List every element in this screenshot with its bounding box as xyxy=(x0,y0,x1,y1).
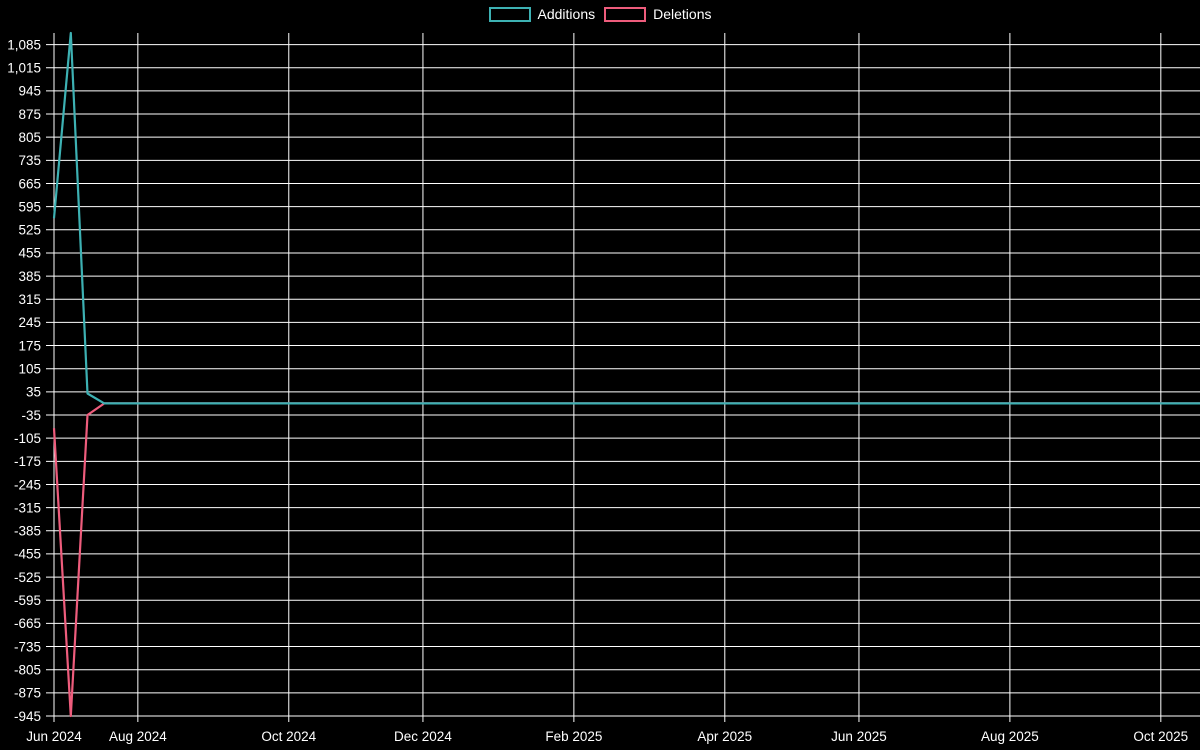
y-tick-label: 175 xyxy=(18,338,41,353)
y-tick-label: 665 xyxy=(18,176,41,191)
x-tick-label: Aug 2024 xyxy=(109,729,167,744)
deletions-legend-swatch-icon xyxy=(604,7,647,22)
chart-legend: Additions Deletions xyxy=(0,6,1200,23)
y-tick-label: 315 xyxy=(18,292,41,307)
y-tick-label: -245 xyxy=(14,477,41,492)
y-tick-label: 35 xyxy=(26,385,41,400)
y-tick-label: 1,015 xyxy=(7,61,41,76)
y-tick-label: -805 xyxy=(14,662,41,677)
additions-legend-swatch-icon xyxy=(488,7,531,22)
x-tick-label: Oct 2025 xyxy=(1133,729,1188,744)
legend-item-additions[interactable]: Additions xyxy=(488,6,596,23)
y-tick-label: 245 xyxy=(18,315,41,330)
x-tick-label: Oct 2024 xyxy=(261,729,316,744)
y-tick-label: -595 xyxy=(14,593,41,608)
y-axis-labels: 1,085 1,015 945 875 805 735 665 595 525 455 385 315… xyxy=(7,37,41,723)
y-tick-label: -525 xyxy=(14,570,41,585)
x-gridlines xyxy=(53,33,1162,722)
y-tick-label: 595 xyxy=(18,199,41,214)
additions-line xyxy=(52,31,1200,405)
y-tick-label: 105 xyxy=(18,362,41,377)
y-tick-label: 1,085 xyxy=(7,37,41,52)
y-tick-label: -315 xyxy=(14,500,41,515)
y-tick-label: -105 xyxy=(14,431,41,446)
additions-legend-label: Additions xyxy=(537,6,596,22)
y-tick-label: 735 xyxy=(18,153,41,168)
y-tick-label: -385 xyxy=(14,524,41,539)
x-tick-label: Aug 2025 xyxy=(981,729,1039,744)
deletions-legend-label: Deletions xyxy=(653,6,712,22)
x-tick-label: Jun 2025 xyxy=(831,729,887,744)
y-tick-label: 805 xyxy=(18,130,41,145)
x-tick-label: Feb 2025 xyxy=(545,729,602,744)
x-tick-label: Jun 2024 xyxy=(26,729,82,744)
y-tick-label: -35 xyxy=(21,408,41,423)
y-tick-label: -875 xyxy=(14,686,41,701)
y-tick-label: -735 xyxy=(14,639,41,654)
y-tick-label: 525 xyxy=(18,223,41,238)
y-tick-label: -945 xyxy=(14,709,41,724)
x-axis-labels: Jun 2024 Aug 2024 Oct 2024 Dec 2024 Feb 2025… xyxy=(26,729,1188,744)
y-tick-label: -455 xyxy=(14,547,41,562)
y-tick-label: 455 xyxy=(18,246,41,261)
y-tick-label: 875 xyxy=(18,107,41,122)
x-tick-label: Apr 2025 xyxy=(697,729,752,744)
y-tick-label: -175 xyxy=(14,454,41,469)
x-tick-label: Dec 2024 xyxy=(394,729,452,744)
y-gridlines xyxy=(46,44,1200,717)
legend-item-deletions[interactable]: Deletions xyxy=(604,6,711,23)
y-tick-label: 385 xyxy=(18,269,41,284)
y-tick-label: -665 xyxy=(14,616,41,631)
y-tick-label: 945 xyxy=(18,84,41,99)
deletions-line xyxy=(52,402,1200,718)
